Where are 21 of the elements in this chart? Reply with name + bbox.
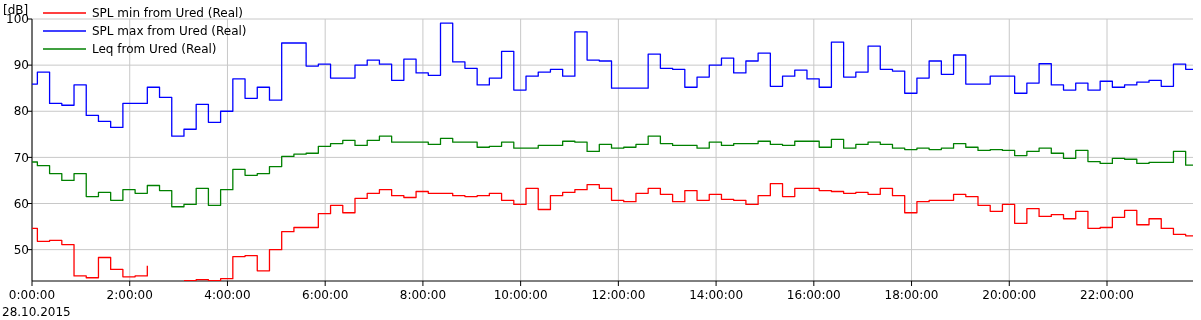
x-tick-label: 10:00:00: [493, 288, 548, 302]
x-tick-label: 0:00:00: [8, 288, 56, 302]
x-tick-label: 6:00:00: [302, 288, 349, 302]
x-tick-label: 22:00:00: [1080, 288, 1134, 302]
x-tick-label: 12:00:00: [591, 288, 646, 302]
x-tick-label: 4:00:00: [204, 288, 251, 302]
x-tick-label: 20:00:00: [982, 288, 1037, 302]
x-tick-label: 16:00:00: [786, 288, 841, 302]
x-tick-label: 14:00:00: [689, 288, 744, 302]
y-tick-label: 70: [13, 150, 29, 165]
y-tick-label: 80: [13, 104, 29, 119]
x-tick-label: 8:00:00: [399, 288, 447, 302]
legend-label: SPL min from Ured (Real): [92, 6, 244, 21]
legend-label: Leq from Ured (Real): [92, 42, 217, 57]
x-tick-label: 2:00:00: [106, 288, 153, 302]
y-tick-label: 60: [13, 196, 29, 211]
x-tick-label: 18:00:00: [884, 288, 939, 302]
y-tick-label: 50: [13, 242, 29, 257]
legend-label: SPL max from Ured (Real): [92, 24, 247, 39]
text: 28.10.2015: [2, 305, 71, 319]
y-tick-label: 90: [13, 58, 29, 73]
